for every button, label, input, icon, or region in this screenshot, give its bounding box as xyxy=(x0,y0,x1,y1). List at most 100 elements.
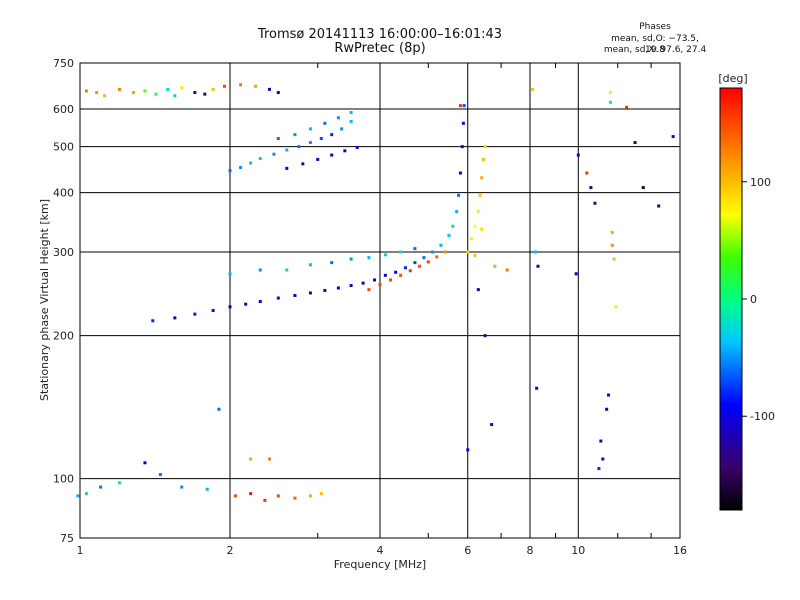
data-point xyxy=(193,312,197,316)
data-point xyxy=(301,162,305,166)
x-tick-label: 16 xyxy=(673,544,687,557)
y-axis-label: Stationary phase Virtual Height [km] xyxy=(38,199,51,401)
x-tick-label: 8 xyxy=(527,544,534,557)
data-point xyxy=(349,284,353,288)
data-point xyxy=(455,210,459,214)
data-point xyxy=(473,253,477,257)
data-point xyxy=(531,87,535,91)
data-point xyxy=(426,260,430,264)
data-point xyxy=(460,145,464,149)
data-point xyxy=(263,498,267,502)
data-point xyxy=(158,473,162,477)
data-point xyxy=(458,104,462,108)
data-point xyxy=(597,467,601,471)
data-point xyxy=(422,256,426,260)
data-points xyxy=(76,83,675,502)
data-point xyxy=(641,186,645,190)
data-point xyxy=(244,302,248,306)
data-point xyxy=(373,278,377,282)
chart-subtitle: RwPretec (8p) xyxy=(334,41,426,56)
data-point xyxy=(76,494,80,498)
data-point xyxy=(308,141,312,145)
data-point xyxy=(413,247,417,251)
x-tick-label: 1 xyxy=(77,544,84,557)
data-point xyxy=(413,261,417,265)
data-point xyxy=(605,407,609,411)
data-point xyxy=(319,137,323,141)
data-point xyxy=(223,84,227,88)
data-point xyxy=(478,193,482,197)
data-point xyxy=(576,153,580,157)
data-point xyxy=(228,169,232,173)
data-point xyxy=(608,91,612,95)
data-point xyxy=(610,230,614,234)
data-point xyxy=(399,250,403,254)
y-tick-label: 400 xyxy=(53,187,74,200)
data-point xyxy=(383,253,387,257)
data-point xyxy=(367,256,371,260)
y-tick-label: 750 xyxy=(53,57,74,70)
data-point xyxy=(394,270,398,274)
data-point xyxy=(84,89,88,93)
data-point xyxy=(272,152,276,156)
data-point xyxy=(608,100,612,104)
data-point xyxy=(457,193,461,197)
data-point xyxy=(389,278,393,282)
data-point xyxy=(239,165,243,169)
data-point xyxy=(308,263,312,267)
data-point xyxy=(267,87,271,91)
data-point xyxy=(480,176,484,180)
data-point xyxy=(435,255,439,259)
data-point xyxy=(383,273,387,277)
data-point xyxy=(228,305,232,309)
data-point xyxy=(610,243,614,247)
data-point xyxy=(349,110,353,114)
data-point xyxy=(253,84,257,88)
stats-line-x: mean, sd,X: 97.6, 27.4 xyxy=(603,45,707,55)
data-point xyxy=(285,148,289,152)
data-point xyxy=(151,319,155,323)
data-point xyxy=(131,91,135,95)
data-point xyxy=(99,485,103,489)
data-point xyxy=(143,461,147,465)
colorbar-tick-label: -100 xyxy=(750,410,775,423)
colorbar-tick-label: 100 xyxy=(750,176,771,189)
x-tick-label: 10 xyxy=(571,544,585,557)
data-point xyxy=(466,250,470,254)
data-point xyxy=(378,283,382,287)
data-point xyxy=(211,308,215,312)
data-point xyxy=(239,83,243,87)
y-tick-label: 75 xyxy=(60,532,74,545)
data-point xyxy=(469,237,473,241)
data-point xyxy=(180,86,184,90)
data-point xyxy=(173,316,177,320)
data-point xyxy=(203,92,207,96)
data-point xyxy=(258,268,262,272)
y-tick-label: 500 xyxy=(53,141,74,154)
colorbar-label: [deg] xyxy=(718,72,747,85)
data-point xyxy=(249,492,253,496)
data-point xyxy=(447,234,451,238)
data-point xyxy=(267,457,271,461)
data-point xyxy=(258,300,262,304)
data-point xyxy=(483,334,487,338)
data-point xyxy=(633,141,637,145)
colorbar-tick-label: 0 xyxy=(750,293,757,306)
data-point xyxy=(458,171,462,175)
data-point xyxy=(355,145,359,149)
data-point xyxy=(417,264,421,268)
data-point xyxy=(367,288,371,292)
data-point xyxy=(117,87,121,91)
data-point xyxy=(535,386,539,390)
data-point xyxy=(323,121,327,125)
x-tick-label: 2 xyxy=(227,544,234,557)
data-point xyxy=(276,91,280,95)
data-point xyxy=(476,210,480,214)
data-point xyxy=(330,261,334,265)
y-tick-labels: 75 100 200 300 400 500 600 750 xyxy=(53,57,74,545)
data-point xyxy=(258,157,262,161)
x-axis-label: Frequency [MHz] xyxy=(334,558,426,571)
data-point xyxy=(143,89,147,93)
data-point xyxy=(217,407,221,411)
